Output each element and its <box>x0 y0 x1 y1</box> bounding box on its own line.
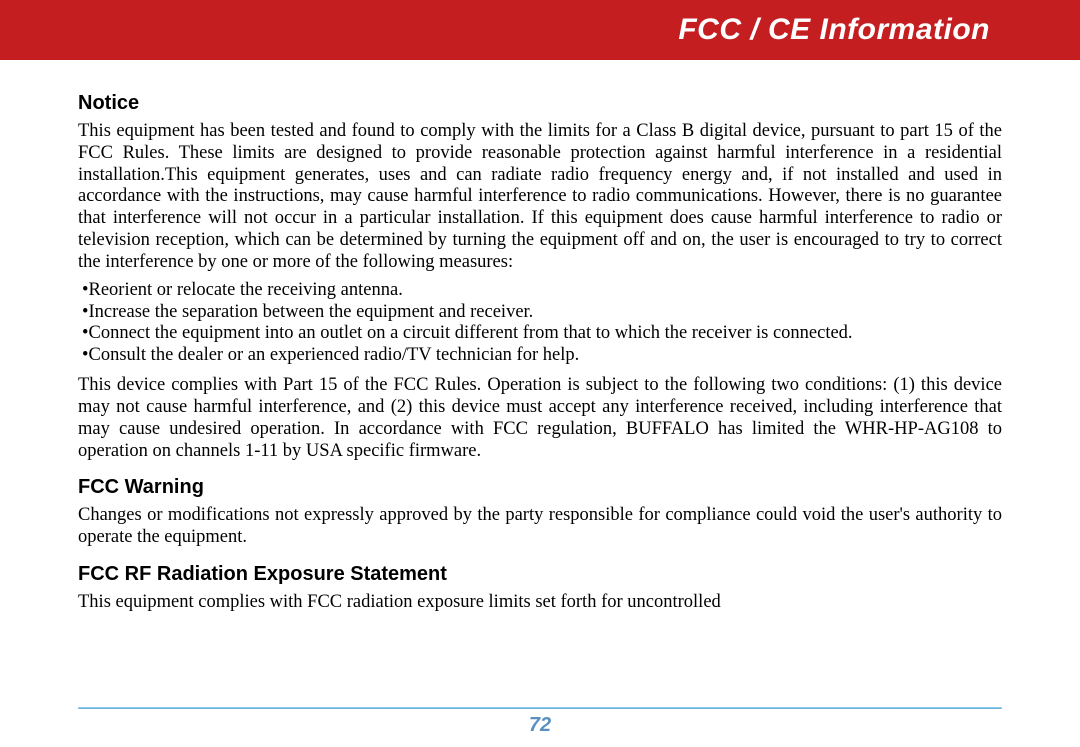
main-content: Notice This equipment has been tested an… <box>0 60 1080 614</box>
rf-exposure-para: This equipment complies with FCC radiati… <box>78 592 1002 614</box>
rf-exposure-heading: FCC RF Radiation Exposure Statement <box>78 563 1002 586</box>
bullet-text: Connect the equipment into an outlet on … <box>88 323 852 343</box>
bullet-item: •Increase the separation between the equ… <box>78 302 1002 324</box>
bullet-item: •Reorient or relocate the receiving ante… <box>78 280 1002 302</box>
bullet-text: Increase the separation between the equi… <box>88 302 533 322</box>
notice-bullets: •Reorient or relocate the receiving ante… <box>78 280 1002 367</box>
bullet-item: •Connect the equipment into an outlet on… <box>78 323 1002 345</box>
page-title: FCC / CE Information <box>678 13 990 47</box>
notice-heading: Notice <box>78 92 1002 115</box>
notice-para-1: This equipment has been tested and found… <box>78 121 1002 274</box>
bullet-text: Consult the dealer or an experienced rad… <box>88 345 579 365</box>
fcc-warning-para: Changes or modifications not expressly a… <box>78 505 1002 549</box>
fcc-warning-heading: FCC Warning <box>78 476 1002 499</box>
page-number: 72 <box>0 714 1080 737</box>
bullet-item: •Consult the dealer or an experienced ra… <box>78 345 1002 367</box>
bullet-text: Reorient or relocate the receiving anten… <box>88 280 402 300</box>
header-band: FCC / CE Information <box>0 0 1080 60</box>
notice-para-2: This device complies with Part 15 of the… <box>78 375 1002 462</box>
footer-divider <box>78 707 1002 709</box>
